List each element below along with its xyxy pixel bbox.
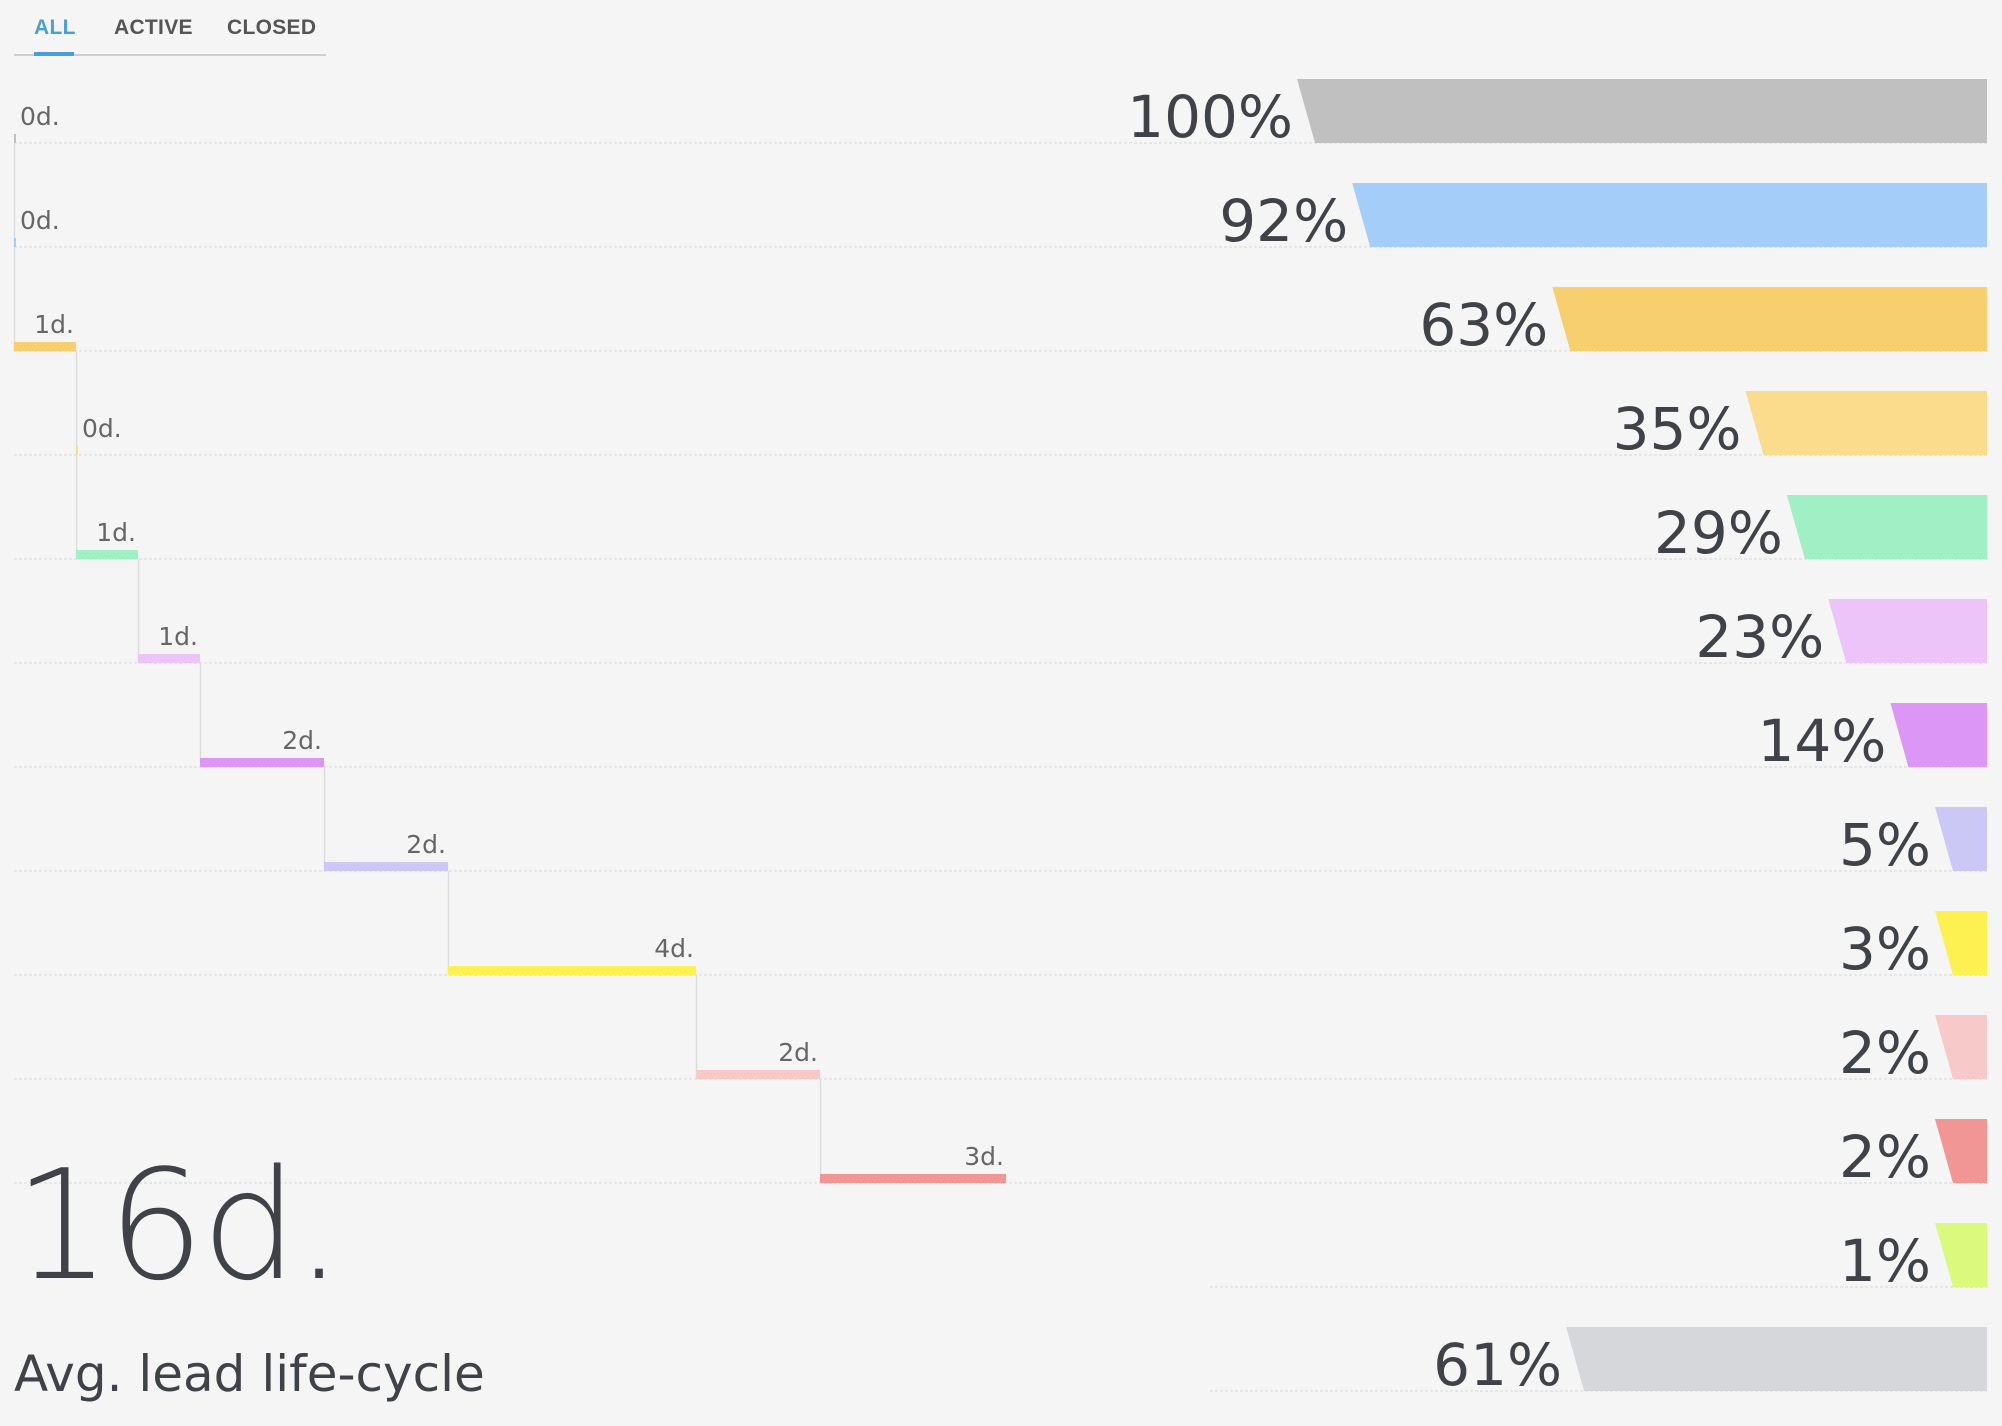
percentage-label: 29% xyxy=(1654,499,1783,567)
funnel-bar xyxy=(1935,1119,1987,1183)
timeline-segment xyxy=(14,342,76,351)
filter-tabs: ALL ACTIVE CLOSED xyxy=(14,0,326,56)
duration-label: 2d. xyxy=(406,830,446,859)
funnel-bar xyxy=(1890,703,1987,767)
timeline-segment xyxy=(14,238,16,247)
avg-lifecycle-value: 16d. xyxy=(14,1137,343,1314)
percentage-label: 61% xyxy=(1433,1331,1562,1399)
percentage-label: 5% xyxy=(1839,811,1931,879)
tab-all[interactable]: ALL xyxy=(34,16,76,39)
timeline-segment xyxy=(76,446,78,455)
timeline-segment xyxy=(138,654,200,663)
duration-label: 2d. xyxy=(282,726,322,755)
duration-label: 0d. xyxy=(20,102,60,131)
percentage-label: 3% xyxy=(1839,915,1931,983)
timeline-segment xyxy=(448,966,696,975)
tab-active[interactable]: ACTIVE xyxy=(114,16,193,39)
funnel-bar xyxy=(1935,911,1987,975)
duration-label: 1d. xyxy=(34,310,74,339)
timeline-segment xyxy=(696,1070,820,1079)
active-tab-indicator xyxy=(34,52,74,56)
funnel-bar xyxy=(1786,495,1987,559)
timeline-segment xyxy=(200,758,324,767)
tab-closed[interactable]: CLOSED xyxy=(227,16,317,39)
duration-label: 0d. xyxy=(20,206,60,235)
duration-label: 4d. xyxy=(654,934,694,963)
duration-label: 0d. xyxy=(82,414,122,443)
percentage-label: 63% xyxy=(1419,291,1548,359)
funnel-bar xyxy=(1297,79,1987,143)
percentage-label: 2% xyxy=(1839,1123,1931,1191)
percentage-label: 23% xyxy=(1695,603,1824,671)
duration-label: 2d. xyxy=(778,1038,818,1067)
funnel-bar xyxy=(1552,287,1987,351)
percentage-label: 2% xyxy=(1839,1019,1931,1087)
funnel-bar xyxy=(1935,1223,1987,1287)
duration-label: 1d. xyxy=(96,518,136,547)
funnel-bar xyxy=(1566,1327,1987,1391)
percentage-label: 14% xyxy=(1757,707,1886,775)
timeline-segment xyxy=(820,1174,1006,1183)
timeline-segment xyxy=(76,550,138,559)
percentage-label: 1% xyxy=(1839,1227,1931,1295)
funnel-bar xyxy=(1935,807,1987,871)
timeline-segment xyxy=(14,134,16,143)
funnel-bar xyxy=(1745,391,1987,455)
funnel-bar xyxy=(1935,1015,1987,1079)
funnel-bar xyxy=(1828,599,1987,663)
funnel-bar xyxy=(1352,183,1987,247)
percentage-label: 100% xyxy=(1127,83,1293,151)
percentage-label: 35% xyxy=(1613,395,1742,463)
avg-lifecycle-label: Avg. lead life-cycle xyxy=(14,1345,485,1403)
percentage-label: 92% xyxy=(1219,187,1348,255)
duration-label: 3d. xyxy=(964,1142,1004,1171)
duration-label: 1d. xyxy=(158,622,198,651)
timeline-segment xyxy=(324,862,448,871)
